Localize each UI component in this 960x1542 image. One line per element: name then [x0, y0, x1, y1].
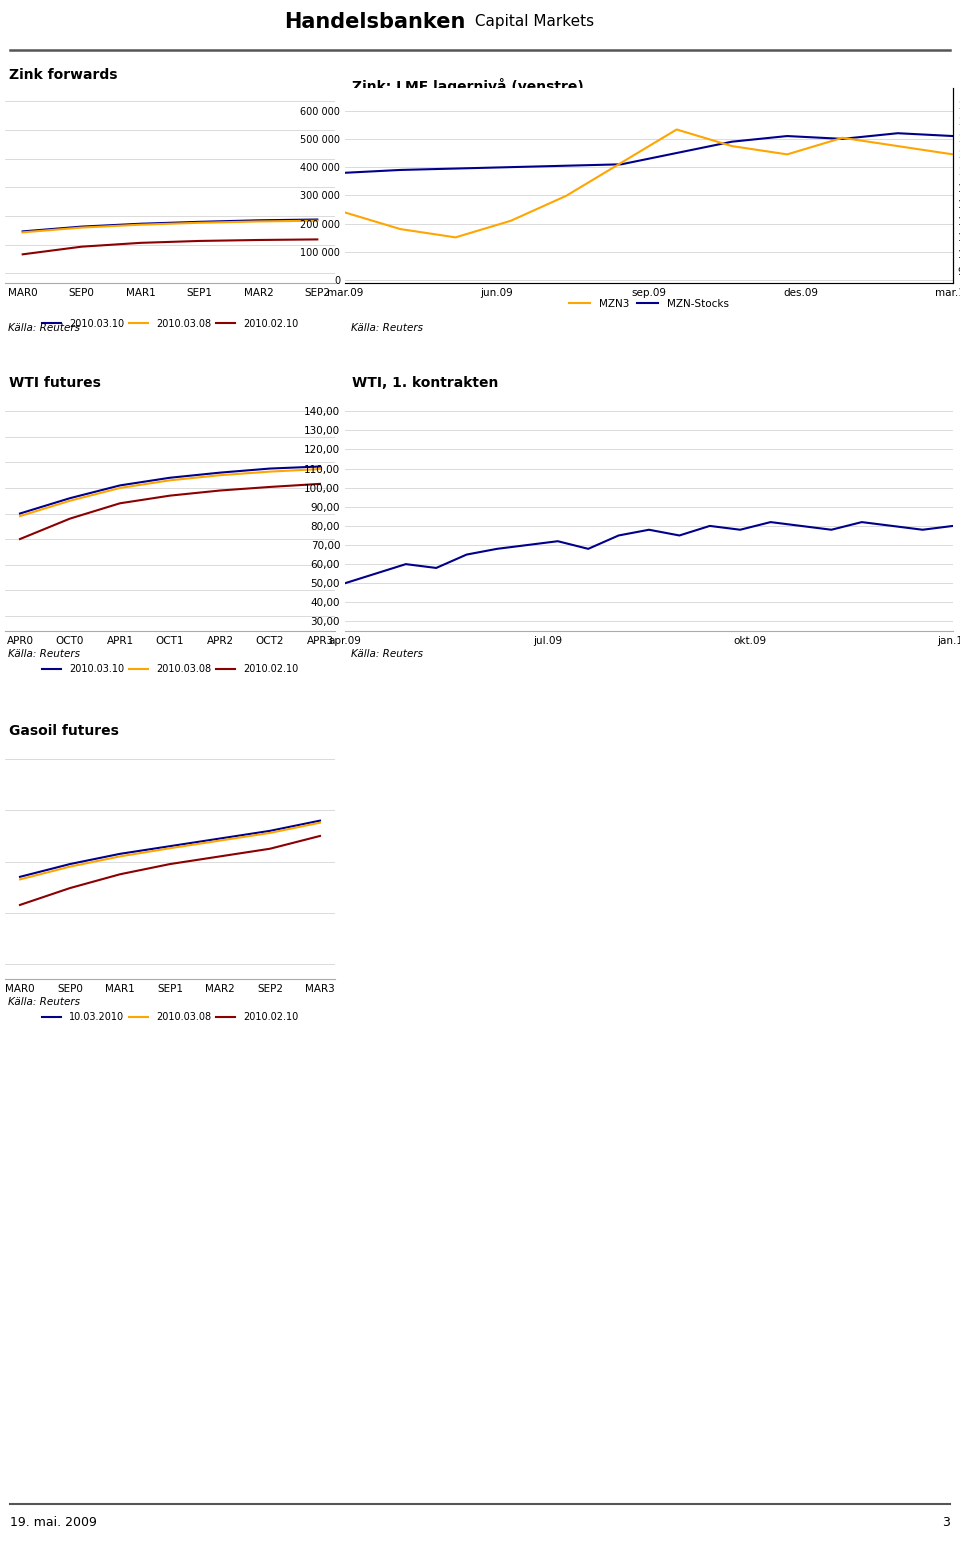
Line: 2010.02.10: 2010.02.10	[20, 836, 320, 905]
2010.03.08	[264, 463, 276, 481]
Text: Capital Markets: Capital Markets	[470, 14, 594, 29]
Legend: 2010.03.10, 2010.03.08, 2010.02.10: 2010.03.10, 2010.03.08, 2010.02.10	[37, 660, 302, 678]
2010.02.10	[134, 233, 146, 251]
2010.02.10	[164, 854, 176, 873]
2010.03.10	[134, 214, 146, 233]
2010.02.10	[314, 475, 325, 493]
2010.02.10	[214, 847, 226, 865]
2010.03.08	[214, 831, 226, 850]
2010.02.10	[312, 230, 324, 248]
10.03.2010	[314, 811, 325, 830]
Line: 2010.03.10: 2010.03.10	[23, 219, 318, 231]
Text: 19. mai. 2009: 19. mai. 2009	[10, 1516, 96, 1530]
Text: Zink: LME lagernivå (venstre): Zink: LME lagernivå (venstre)	[352, 79, 584, 94]
2010.03.08	[64, 492, 76, 510]
10.03.2010	[214, 830, 226, 848]
2010.02.10	[194, 231, 205, 250]
2010.03.08	[114, 847, 126, 865]
Line: 2010.03.10: 2010.03.10	[20, 467, 320, 513]
Line: 2010.02.10: 2010.02.10	[20, 484, 320, 540]
Line: 2010.02.10: 2010.02.10	[23, 239, 318, 254]
Text: Handelsbanken: Handelsbanken	[284, 12, 466, 31]
2010.03.08	[17, 224, 29, 242]
2010.03.08	[252, 213, 264, 231]
2010.03.08	[314, 460, 325, 478]
2010.03.08	[312, 211, 324, 230]
2010.02.10	[314, 827, 325, 845]
2010.03.10	[164, 469, 176, 487]
2010.03.08	[164, 470, 176, 489]
Text: 3: 3	[943, 1516, 950, 1530]
Text: Källa: Reuters: Källa: Reuters	[9, 649, 81, 658]
2010.02.10	[214, 481, 226, 500]
2010.03.08	[64, 857, 76, 876]
2010.02.10	[64, 879, 76, 897]
10.03.2010	[164, 837, 176, 856]
2010.03.10	[314, 458, 325, 476]
2010.03.10	[14, 504, 26, 523]
2010.02.10	[76, 237, 87, 256]
2010.03.08	[264, 823, 276, 842]
Legend: 10.03.2010, 2010.03.08, 2010.02.10: 10.03.2010, 2010.03.08, 2010.02.10	[37, 1008, 302, 1025]
2010.02.10	[264, 478, 276, 497]
2010.03.08	[14, 507, 26, 526]
2010.03.08	[194, 213, 205, 231]
Text: WTI, 1. kontrakten: WTI, 1. kontrakten	[352, 376, 498, 390]
2010.03.08	[164, 839, 176, 857]
Text: Källa: Reuters: Källa: Reuters	[351, 322, 423, 333]
2010.03.08	[134, 216, 146, 234]
2010.02.10	[164, 486, 176, 504]
10.03.2010	[114, 845, 126, 864]
2010.02.10	[64, 509, 76, 527]
10.03.2010	[14, 868, 26, 887]
10.03.2010	[264, 822, 276, 840]
2010.03.10	[252, 211, 264, 230]
2010.03.08	[314, 814, 325, 833]
2010.03.08	[214, 466, 226, 484]
2010.02.10	[14, 530, 26, 549]
Line: 10.03.2010: 10.03.2010	[20, 820, 320, 877]
Legend: 2010.03.10, 2010.03.08, 2010.02.10: 2010.03.10, 2010.03.08, 2010.02.10	[37, 315, 302, 333]
2010.03.10	[264, 460, 276, 478]
2010.03.08	[76, 219, 87, 237]
2010.03.10	[312, 210, 324, 228]
2010.03.10	[64, 489, 76, 507]
10.03.2010	[64, 854, 76, 873]
Text: Källa: Reuters: Källa: Reuters	[9, 998, 81, 1007]
Text: Gasoil futures: Gasoil futures	[9, 725, 119, 739]
Line: 2010.03.08: 2010.03.08	[20, 469, 320, 517]
Text: WTI futures: WTI futures	[9, 376, 101, 390]
2010.02.10	[264, 839, 276, 857]
2010.03.10	[76, 217, 87, 236]
2010.02.10	[17, 245, 29, 264]
2010.03.10	[194, 213, 205, 231]
2010.03.08	[14, 870, 26, 888]
2010.02.10	[114, 493, 126, 512]
Text: Zink forwards: Zink forwards	[9, 68, 117, 82]
2010.02.10	[252, 231, 264, 250]
2010.02.10	[114, 865, 126, 884]
Line: 2010.03.08: 2010.03.08	[23, 221, 318, 233]
2010.03.10	[114, 476, 126, 495]
Legend: MZN3, MZN-Stocks: MZN3, MZN-Stocks	[565, 295, 732, 313]
2010.03.10	[214, 464, 226, 483]
2010.03.10	[17, 222, 29, 241]
Text: Källa: Reuters: Källa: Reuters	[351, 649, 423, 658]
Line: 2010.03.08: 2010.03.08	[20, 823, 320, 879]
Text: Källa: Reuters: Källa: Reuters	[9, 322, 81, 333]
2010.02.10	[14, 896, 26, 914]
2010.03.08	[114, 478, 126, 497]
Text: og tremånaderspris (høyre): og tremånaderspris (høyre)	[352, 106, 547, 120]
